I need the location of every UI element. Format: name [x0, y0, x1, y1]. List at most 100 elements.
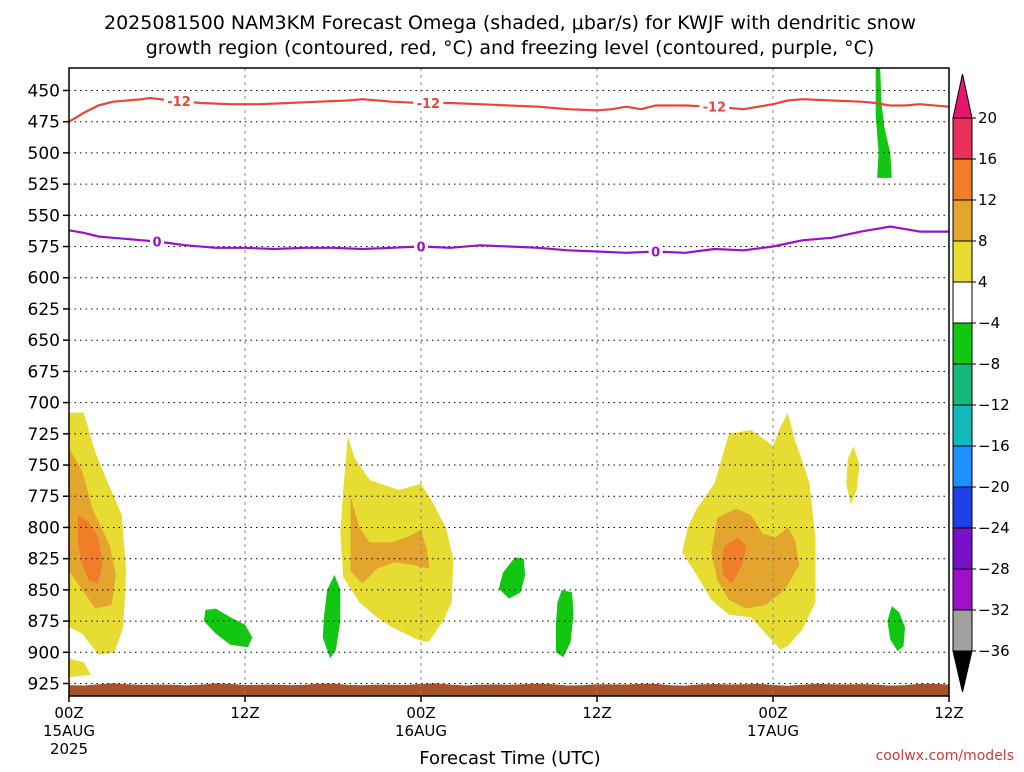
y-tick-label-875: 875 [28, 612, 60, 632]
terrain-layer [69, 683, 949, 696]
x-tick-label-60: 12Z [934, 704, 963, 722]
x-tick-label-0: 00Z [54, 704, 83, 722]
colorbar-bottom-cap [952, 650, 973, 693]
colorbar-label-12: −32 [978, 601, 1010, 619]
colorbar-label-2: 12 [978, 191, 997, 209]
colorbar-label-4: 4 [978, 273, 988, 291]
contour-line-1 [69, 225, 949, 254]
x-tick-label-24: 00Z [406, 704, 435, 722]
contour-line-0 [69, 96, 949, 123]
omega-region-2 [69, 447, 116, 609]
omega-region-11 [322, 574, 341, 659]
omega-region-5 [350, 496, 430, 584]
x-tick-year-0: 2025 [50, 740, 88, 758]
colorbar-label-1: 16 [978, 150, 997, 168]
chart-title-line-1: 2025081500 NAM3KM Forecast Omega (shaded… [104, 12, 916, 34]
colorbar-label-10: −24 [978, 519, 1010, 537]
omega-region-1 [69, 658, 91, 678]
omega-region-9 [846, 446, 860, 505]
colorbar-label-7: −12 [978, 396, 1010, 414]
y-tick-label-825: 825 [28, 550, 60, 570]
plot-frame [68, 67, 950, 697]
y-tick-label-550: 550 [28, 206, 60, 226]
contour-label-0-1: -12 [417, 97, 441, 112]
y-tick-label-700: 700 [28, 394, 60, 414]
colorbar-label-9: −20 [978, 478, 1010, 496]
credit-link[interactable]: coolwx.com/models [876, 748, 1014, 764]
omega-region-8 [721, 537, 747, 584]
x-tick-date-0: 15AUG [43, 722, 95, 740]
y-tick-label-925: 925 [28, 675, 60, 695]
y-tick-label-600: 600 [28, 269, 60, 289]
y-tick-label-525: 525 [28, 175, 60, 195]
y-axis: 450 475 500 525 550 575 600 625 650 675 700 725 750 7… [28, 82, 69, 695]
y-tick-label-625: 625 [28, 300, 60, 320]
x-tick-label-36: 12Z [582, 704, 611, 722]
colorbar-segment-8 [952, 445, 973, 488]
x-tick-date-24: 16AUG [395, 722, 447, 740]
contour-label-1-1: 0 [416, 241, 425, 256]
y-tick-label-800: 800 [28, 519, 60, 539]
chart-title-line-2: growth region (contoured, red, °C) and f… [146, 37, 875, 59]
x-tick-label-12: 12Z [230, 704, 259, 722]
contour-label-1-0: 0 [152, 236, 161, 251]
colorbar-segment-2 [952, 199, 973, 242]
contour-label-1-2: 0 [651, 246, 660, 261]
omega-region-12 [498, 557, 526, 599]
y-tick-label-650: 650 [28, 331, 60, 351]
y-tick-label-900: 900 [28, 643, 60, 663]
contour-label-bg-0-1 [413, 94, 444, 111]
colorbar-label-8: −16 [978, 437, 1010, 455]
colorbar-segment-12 [952, 609, 973, 652]
colorbar-segment-4 [952, 281, 973, 324]
omega-region-14 [887, 606, 905, 652]
x-tick-label-48: 00Z [758, 704, 787, 722]
colorbar-segment-9 [952, 486, 973, 529]
colorbar-segment-5 [952, 322, 973, 365]
omega-region-7 [711, 508, 800, 609]
colorbar-label-11: −28 [978, 560, 1010, 578]
colorbar-label-0: 20 [978, 109, 997, 127]
colorbar-segment-6 [952, 363, 973, 406]
y-tick-label-450: 450 [28, 82, 60, 102]
colorbar-label-13: −36 [978, 642, 1010, 660]
y-tick-label-500: 500 [28, 144, 60, 164]
contour-label-0-2: -12 [703, 101, 727, 116]
y-tick-label-675: 675 [28, 362, 60, 382]
contour-label-bg-1-2 [648, 243, 663, 260]
colorbar-segment-11 [952, 568, 973, 611]
y-tick-label-725: 725 [28, 425, 60, 445]
grid-layer [69, 68, 949, 696]
contour-label-bg-0-2 [699, 98, 730, 115]
omega-region-13 [555, 589, 574, 658]
y-tick-label-475: 475 [28, 113, 60, 133]
omega-region-3 [77, 515, 103, 584]
colorbar-segment-1 [952, 158, 973, 201]
colorbar-segment-10 [952, 527, 973, 570]
contour-label-bg-1-1 [414, 238, 428, 255]
colorbar-segment-3 [952, 240, 973, 283]
colorbar: 20 16 12 8 4 −4 −8 −12 −16 −20 −24 −28 −32 −36 [952, 73, 1010, 693]
omega-region-15 [875, 68, 892, 178]
omega-region-4 [340, 436, 454, 643]
contour-label-0-0: -12 [167, 95, 191, 110]
y-tick-label-775: 775 [28, 487, 60, 507]
y-tick-label-850: 850 [28, 581, 60, 601]
x-axis-label: Forecast Time (UTC) [419, 748, 600, 768]
contour-layer: -12 -12 -12 0 0 0 [69, 93, 949, 261]
colorbar-label-5: −4 [978, 314, 1000, 332]
contour-label-bg-0-0 [164, 93, 194, 110]
x-tick-date-48: 17AUG [747, 722, 799, 740]
terrain-surface [69, 683, 949, 696]
colorbar-label-3: 8 [978, 232, 988, 250]
y-tick-label-575: 575 [28, 238, 60, 258]
omega-shading-layer [69, 68, 905, 678]
y-tick-label-750: 750 [28, 456, 60, 476]
colorbar-segment-7 [952, 404, 973, 447]
contour-label-bg-1-0 [150, 233, 164, 250]
omega-region-10 [203, 608, 253, 648]
colorbar-top-cap [952, 73, 973, 119]
